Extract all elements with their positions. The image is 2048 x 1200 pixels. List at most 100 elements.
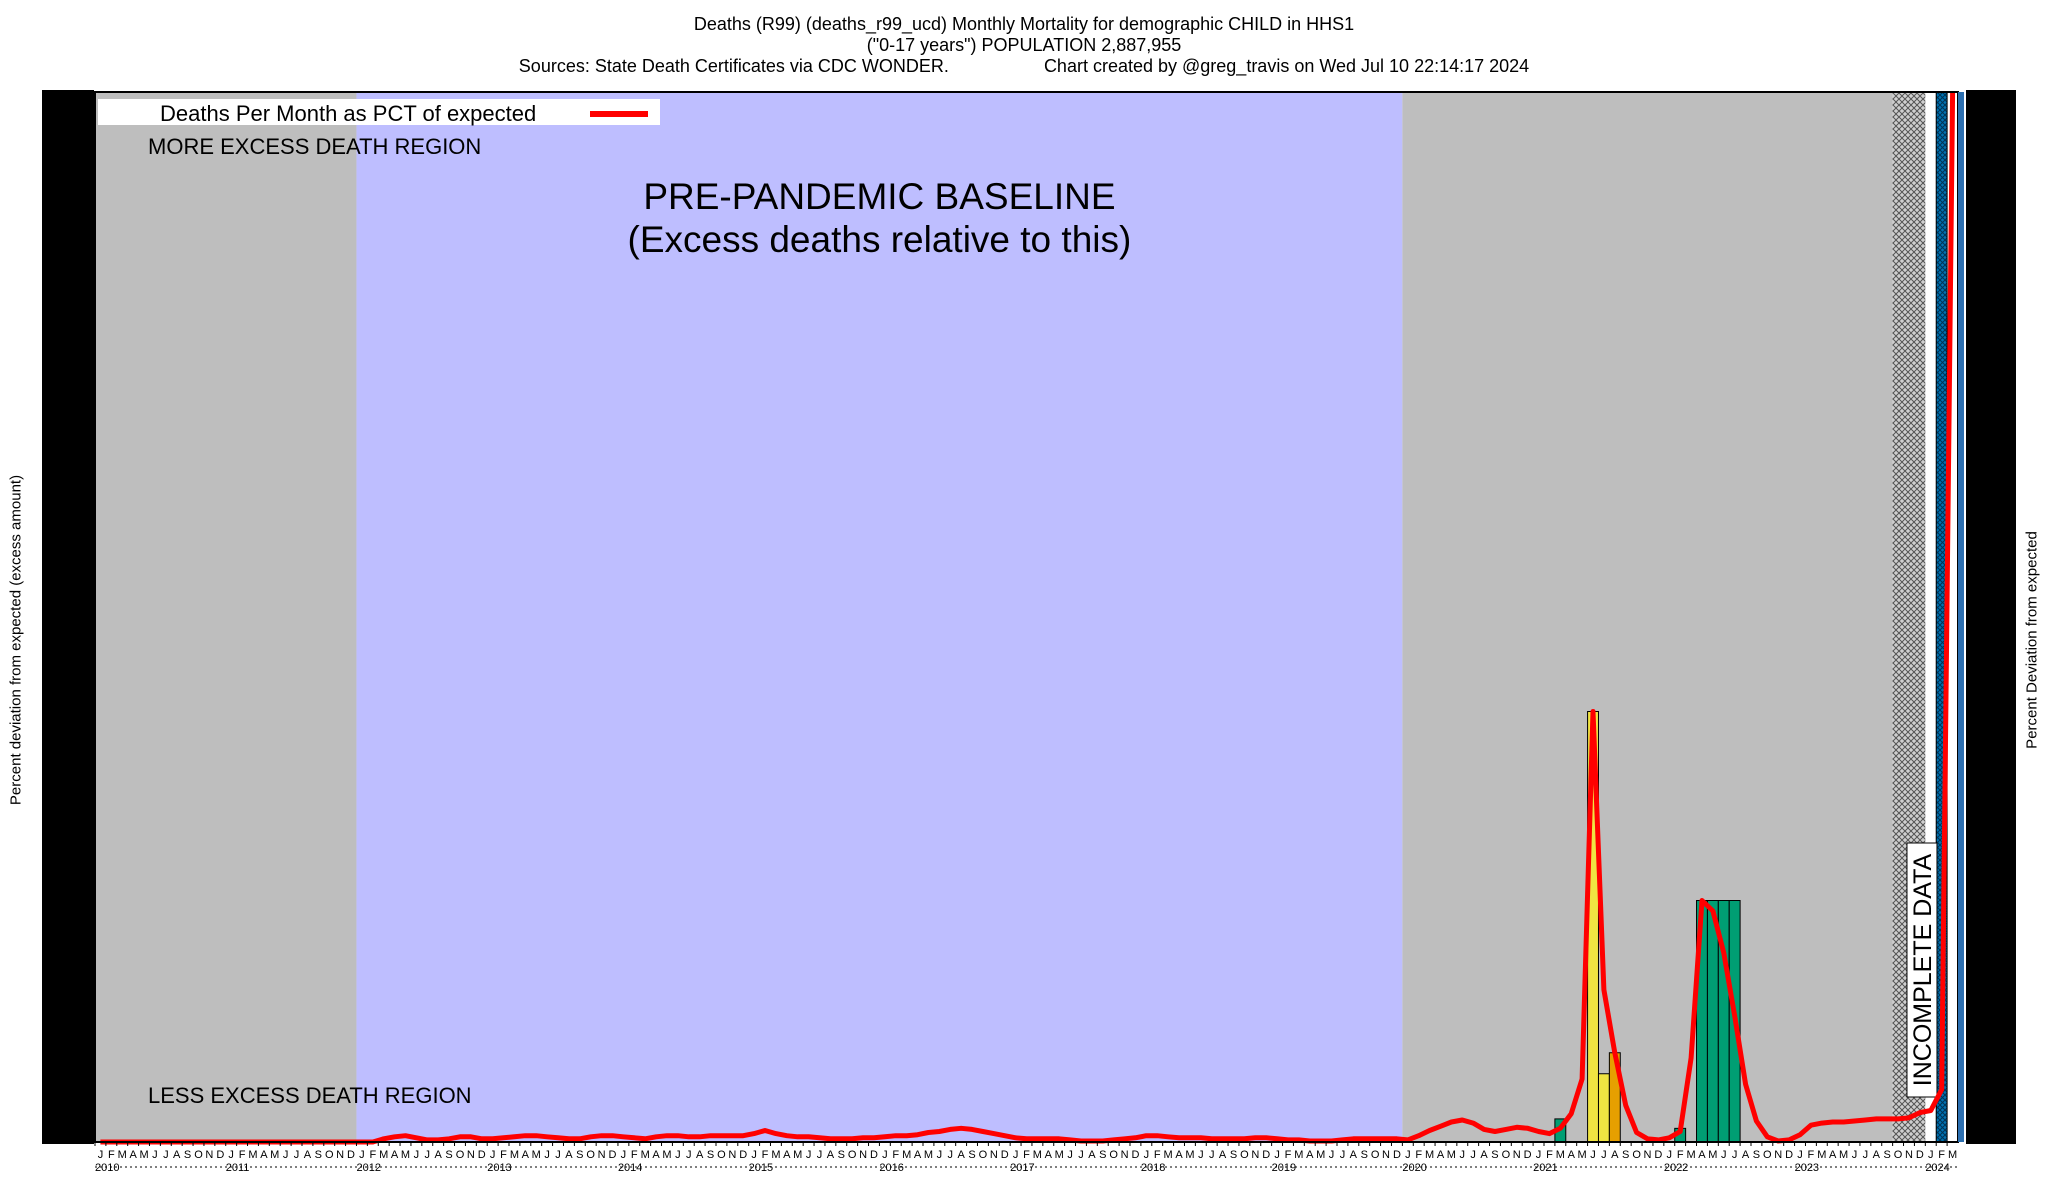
x-tick-label-month: A (1175, 1149, 1183, 1161)
y-axis-label-left: Percent deviation from expected (excess … (7, 474, 25, 806)
x-tick-label-month: M (270, 1149, 279, 1161)
chart-sources: Sources: State Death Certificates via CD… (518, 56, 949, 76)
x-tick-label-month: J (882, 1149, 888, 1161)
x-tick-label-month: O (717, 1149, 726, 1161)
x-tick-label-month: D (1393, 1149, 1401, 1161)
series-line-layer (100, 91, 1956, 1145)
x-tick-label-month: J (228, 1149, 234, 1161)
x-tick-label-month: M (379, 1149, 388, 1161)
x-tick-label-month: J (414, 1149, 420, 1161)
x-tick-label-month: A (173, 1149, 181, 1161)
chart-subtitle: ("0-17 years") POPULATION 2,887,955 (866, 35, 1182, 55)
x-tick-label-month: D (1131, 1149, 1139, 1161)
x-tick-label-month: J (1863, 1149, 1869, 1161)
baseline-label: PRE-PANDEMIC BASELINE (643, 176, 1115, 217)
x-tick-label-month: D (739, 1149, 747, 1161)
x-tick-label-month: J (1852, 1149, 1858, 1161)
x-tick-label-month: D (1262, 1149, 1270, 1161)
x-tick-label-month: A (1045, 1149, 1053, 1161)
x-tick-label-month: A (435, 1149, 443, 1161)
x-tick-label-month: D (870, 1149, 878, 1161)
region-2 (1402, 92, 1893, 1142)
x-tick-label-month: A (1873, 1149, 1881, 1161)
x-tick-label-month: S (315, 1149, 322, 1161)
x-tick-label-month: A (304, 1149, 312, 1161)
legend-box (98, 99, 660, 125)
x-tick-label-month: F (1285, 1149, 1292, 1161)
x-tick-label-month: A (696, 1149, 704, 1161)
x-tick-label-month: N (598, 1149, 606, 1161)
x-tick-label-month: A (1480, 1149, 1488, 1161)
x-tick-label-month: A (1698, 1149, 1706, 1161)
x-tick-label-month: M (1686, 1149, 1695, 1161)
x-tick-label-month: S (1361, 1149, 1368, 1161)
x-tick-label-month: N (1382, 1149, 1390, 1161)
x-tick-label-month: D (478, 1149, 486, 1161)
x-tick-label-month: A (260, 1149, 268, 1161)
bar-2022-05 (1706, 900, 1719, 1143)
x-tick-label-month: J (1405, 1149, 1411, 1161)
x-tick-label-month: S (707, 1149, 714, 1161)
x-tick-label-month: M (510, 1149, 519, 1161)
x-tick-label-month: J (544, 1149, 550, 1161)
x-tick-label-month: F (108, 1149, 115, 1161)
x-tick-label-month: O (1371, 1149, 1380, 1161)
x-tick-label-month: N (1513, 1149, 1521, 1161)
x-tick-label-month: D (347, 1149, 355, 1161)
x-tick-label-month: M (662, 1149, 671, 1161)
x-tick-label-month: M (793, 1149, 802, 1161)
chart-credit: Chart created by @greg_travis on Wed Jul… (1043, 56, 1530, 76)
x-tick-label-month: J (1067, 1149, 1073, 1161)
x-tick-label-month: S (968, 1149, 975, 1161)
x-tick-label-month: M (771, 1149, 780, 1161)
chart-title-block: Deaths (R99) (deaths_r99_ucd) Monthly Mo… (0, 14, 2048, 77)
x-tick-label-month: M (1316, 1149, 1325, 1161)
x-tick-label-month: O (1109, 1149, 1118, 1161)
x-tick-label-month: J (947, 1149, 953, 1161)
x-tick-label-month: J (294, 1149, 300, 1161)
x-tick-label-month: A (827, 1149, 835, 1161)
legend-label: Deaths Per Month as PCT of expected (160, 101, 536, 126)
x-tick-label-month: A (522, 1149, 530, 1161)
x-tick-label-month: M (1033, 1149, 1042, 1161)
x-tick-label-month: A (1350, 1149, 1358, 1161)
x-tick-label-month: J (1460, 1149, 1466, 1161)
x-tick-label-month: S (1491, 1149, 1498, 1161)
x-tick-label-month: N (467, 1149, 475, 1161)
x-tick-label-month: N (336, 1149, 344, 1161)
region-0 (95, 92, 357, 1142)
x-tick-label-month: O (586, 1149, 595, 1161)
x-tick-label-month: A (1568, 1149, 1576, 1161)
x-tick-label-month: M (1425, 1149, 1434, 1161)
x-tick-label-month: M (1708, 1149, 1717, 1161)
x-tick-label-month: F (1808, 1149, 1815, 1161)
less-excess-label: LESS EXCESS DEATH REGION (148, 1083, 472, 1108)
x-tick-label-month: J (163, 1149, 169, 1161)
x-tick-label-year: 2024 (1925, 1162, 1949, 1174)
x-tick-label-month: J (1340, 1149, 1346, 1161)
regions-layer (95, 92, 1926, 1142)
x-tick-label-month: J (1667, 1149, 1673, 1161)
x-tick-label-month: O (456, 1149, 465, 1161)
x-tick-label-month: M (401, 1149, 410, 1161)
x-tick-label-month: M (118, 1149, 127, 1161)
x-tick-label-month: A (1437, 1149, 1445, 1161)
x-tick-label-month: N (728, 1149, 736, 1161)
x-tick-label-month: O (1632, 1149, 1641, 1161)
x-tick-label-month: M (1055, 1149, 1064, 1161)
x-tick-label-month: F (762, 1149, 769, 1161)
x-tick-label-month: A (1088, 1149, 1096, 1161)
x-tick-label-year: 2012 (356, 1162, 380, 1174)
x-tick-label-month: M (641, 1149, 650, 1161)
x-tick-label-year: 2018 (1141, 1162, 1165, 1174)
x-tick-label-month: A (1829, 1149, 1837, 1161)
x-tick-label-month: J (98, 1149, 104, 1161)
x-tick-label-month: A (391, 1149, 399, 1161)
x-tick-label-month: N (1774, 1149, 1782, 1161)
x-tick-label-month: A (1306, 1149, 1314, 1161)
x-tick-label-month: J (937, 1149, 943, 1161)
x-tick-label-year: 2022 (1664, 1162, 1688, 1174)
x-tick-label-month: A (1219, 1149, 1227, 1161)
x-tick-label-month: J (751, 1149, 757, 1161)
